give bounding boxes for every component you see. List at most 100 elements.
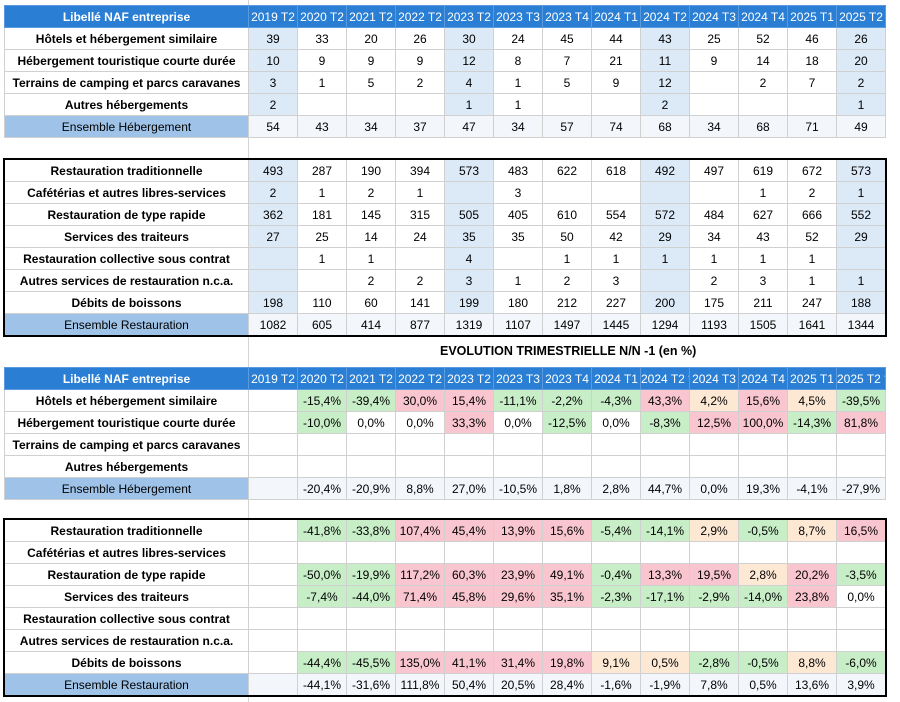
table-cell <box>640 541 690 564</box>
table-cell: 60 <box>346 291 396 314</box>
table-cell: 3 <box>493 181 543 204</box>
table-cell: 20,2% <box>787 563 837 586</box>
table-cell: 23,9% <box>493 563 543 586</box>
table-cell: 71,4% <box>395 585 445 608</box>
table-cell <box>640 455 690 478</box>
table-cell <box>738 607 788 630</box>
total-cell: 13,6% <box>787 673 837 696</box>
table-cell <box>689 71 739 94</box>
table-cell: 315 <box>395 203 445 226</box>
total-cell: -20,9% <box>346 477 396 500</box>
table-row: Hébergement touristique courte durée 10 9 9… <box>4 49 886 72</box>
table-cell: 20 <box>346 27 396 50</box>
column-header-quarter: 2025 T2 <box>836 5 886 28</box>
table-cell <box>640 181 690 204</box>
table-cell: 141 <box>395 291 445 314</box>
table-cell <box>248 651 298 674</box>
table-cell <box>738 541 788 564</box>
table-cell: 175 <box>689 291 739 314</box>
table-cell: 666 <box>787 203 837 226</box>
table-cell: 1 <box>836 181 886 204</box>
restauration-counts-table: Restauration traditionnelle 493 287 190 394 5… <box>3 158 887 337</box>
table-row: Terrains de camping et parcs caravanes <box>4 433 886 456</box>
table-cell <box>640 629 690 652</box>
table-cell <box>248 519 298 542</box>
table-cell: 43 <box>738 225 788 248</box>
table-cell: 199 <box>444 291 494 314</box>
total-cell: 74 <box>591 115 641 138</box>
table-cell: -12,5% <box>542 411 592 434</box>
total-cell: 34 <box>346 115 396 138</box>
table-cell: 19,8% <box>542 651 592 674</box>
table-cell: 39 <box>248 27 298 50</box>
table-cell: 362 <box>248 203 298 226</box>
table-cell: -5,4% <box>591 519 641 542</box>
column-header-quarter: 2021 T2 <box>346 5 396 28</box>
table-cell: 35 <box>444 225 494 248</box>
table-cell: 27 <box>248 225 298 248</box>
total-label: Ensemble Hébergement <box>4 477 249 500</box>
table-cell <box>346 455 396 478</box>
table-cell: 247 <box>787 291 837 314</box>
table-cell <box>493 629 543 652</box>
column-header-quarter: 2024 T2 * <box>640 367 690 390</box>
table-cell: 672 <box>787 159 837 182</box>
table-cell: 198 <box>248 291 298 314</box>
total-cell: -44,1% <box>297 673 347 696</box>
column-header-quarter: 2023 T2 <box>444 5 494 28</box>
total-cell: 111,8% <box>395 673 445 696</box>
table-row: Autres services de restauration n.c.a. <box>4 629 886 652</box>
table-cell: -2,8% <box>689 651 739 674</box>
column-header-quarter: 2022 T2 <box>395 5 445 28</box>
table-cell: 0,0% <box>395 411 445 434</box>
table-cell <box>297 541 347 564</box>
table-row: Restauration collective sous contrat 1 1 4 1… <box>4 247 886 270</box>
table-cell <box>787 541 837 564</box>
table-row: Débits de boissons -44,4% -45,5% 135,0% 41,1… <box>4 651 886 674</box>
table-cell <box>689 181 739 204</box>
row-label: Restauration collective sous contrat <box>4 607 249 630</box>
table-cell: 188 <box>836 291 886 314</box>
table-cell: 1 <box>787 247 837 270</box>
table-cell <box>444 541 494 564</box>
table-cell <box>444 433 494 456</box>
table-cell: 1 <box>297 71 347 94</box>
total-cell: 43 <box>297 115 347 138</box>
total-row: Ensemble Restauration -44,1% -31,6% 111,8% 5… <box>4 673 886 696</box>
table-cell <box>248 411 298 434</box>
table-cell <box>787 607 837 630</box>
column-header-quarter: 2020 T2 <box>297 367 347 390</box>
table-row: Services des traiteurs 27 25 14 24 35 35 50 42 29… <box>4 225 886 248</box>
total-row: Ensemble Hébergement -20,4% -20,9% 8,8% 27,0… <box>4 477 886 500</box>
table-cell: 573 <box>836 159 886 182</box>
table-row: Débits de boissons 198 110 60 141 199 180 212 22… <box>4 291 886 314</box>
table-cell <box>689 93 739 116</box>
table-cell: -41,8% <box>297 519 347 542</box>
table-cell <box>591 181 641 204</box>
table-cell: 1 <box>836 93 886 116</box>
table-cell: 14 <box>346 225 396 248</box>
total-cell: -10,5% <box>493 477 543 500</box>
table-cell: -33,8% <box>346 519 396 542</box>
table-row: Restauration collective sous contrat <box>4 607 886 630</box>
table-cell: 610 <box>542 203 592 226</box>
column-header-quarter: 2021 T2 <box>346 367 396 390</box>
table-cell: 81,8% <box>836 411 886 434</box>
row-label: Autres hébergements <box>4 455 249 478</box>
table-cell: 21 <box>591 49 641 72</box>
table-cell: 573 <box>444 159 494 182</box>
table-cell: 552 <box>836 203 886 226</box>
table-cell: 2 <box>542 269 592 292</box>
table-cell <box>346 629 396 652</box>
table-cell <box>738 455 788 478</box>
table-cell: 618 <box>591 159 641 182</box>
table-cell: 25 <box>689 27 739 50</box>
table-cell: 3 <box>591 269 641 292</box>
table-cell: 2 <box>346 269 396 292</box>
table-cell <box>248 433 298 456</box>
total-cell: 414 <box>346 313 396 336</box>
table-cell <box>444 629 494 652</box>
column-header-quarter: 2023 T4 <box>542 5 592 28</box>
table-cell: 2 <box>836 71 886 94</box>
table-cell <box>493 247 543 270</box>
